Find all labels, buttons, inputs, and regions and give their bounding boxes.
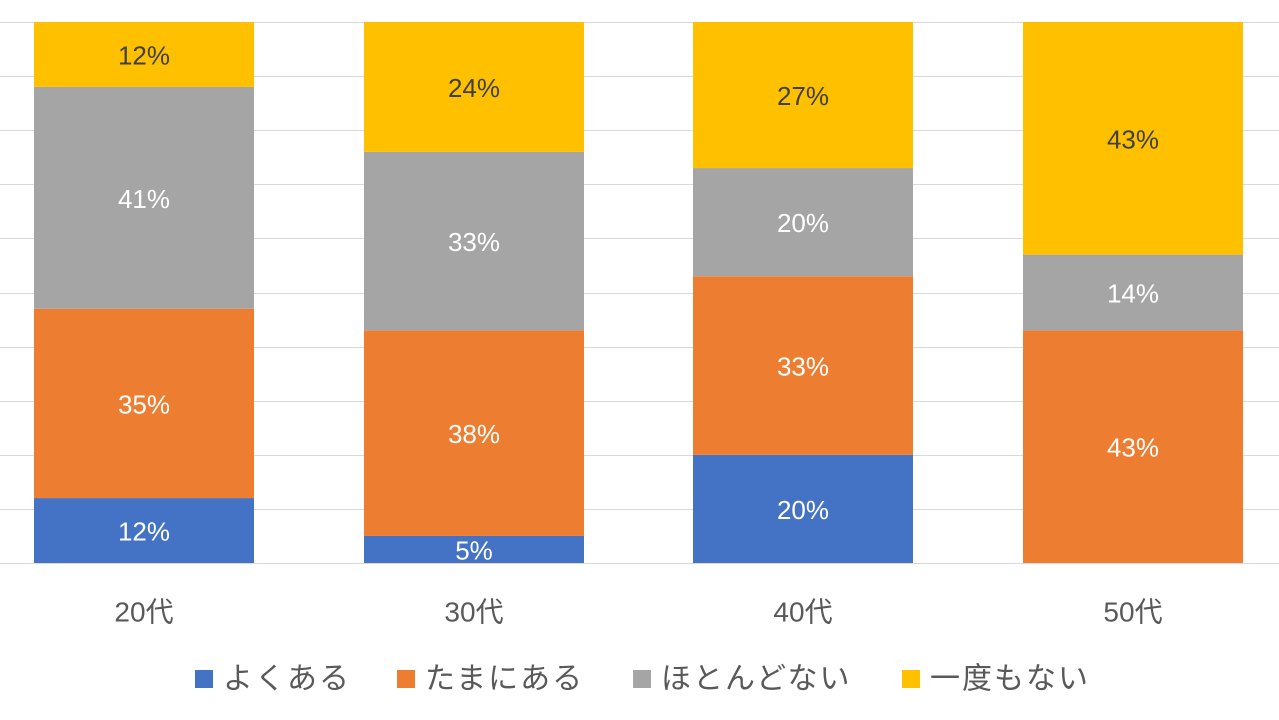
- data-label: 43%: [1107, 433, 1159, 463]
- data-label: 33%: [777, 352, 829, 382]
- bar-segment: [693, 454, 913, 563]
- x-tick-label: 20代: [114, 597, 173, 628]
- data-label: 5%: [455, 535, 493, 565]
- data-label: 12%: [118, 40, 170, 70]
- bars: [34, 22, 1243, 563]
- data-label: 20%: [777, 495, 829, 525]
- data-label: 20%: [777, 208, 829, 238]
- x-axis-tick-labels: 20代 30代 40代 50代: [114, 597, 1162, 628]
- legend-label: たまにある: [425, 663, 584, 696]
- x-tick-label: 40代: [773, 597, 832, 628]
- bar-segment: [34, 308, 254, 499]
- bar-segment: [364, 535, 584, 563]
- bar-segment: [34, 22, 254, 87]
- bar-segment: [693, 168, 913, 277]
- bar-segment: [364, 151, 584, 331]
- legend-swatch: [633, 670, 651, 688]
- bar-segment: [1023, 330, 1243, 563]
- bar-segment: [1023, 22, 1243, 255]
- data-label: 41%: [118, 184, 170, 214]
- data-label: 14%: [1107, 279, 1159, 309]
- legend-label: ほとんどない: [661, 663, 852, 696]
- data-label: 24%: [448, 73, 500, 103]
- bar-segment: [364, 22, 584, 152]
- data-label: 38%: [448, 419, 500, 449]
- legend-label: 一度もない: [930, 663, 1090, 696]
- x-tick-label: 30代: [444, 597, 503, 628]
- data-label: 35%: [118, 389, 170, 419]
- legend-label: よくある: [223, 663, 351, 696]
- legend-swatch: [397, 670, 415, 688]
- data-labels: 12% 35% 41% 12% 5% 38% 33% 24% 20% 33% 20% 27% 43% 14…: [118, 40, 1159, 565]
- bar-segment: [34, 498, 254, 563]
- bar-segment: [693, 22, 913, 169]
- legend-swatch: [195, 670, 213, 688]
- data-label: 33%: [448, 227, 500, 257]
- bar-segment: [364, 330, 584, 536]
- data-label: 12%: [118, 517, 170, 547]
- legend: よくある たまにある ほとんどない 一度もない: [195, 663, 1090, 696]
- data-label: 43%: [1107, 124, 1159, 154]
- bar-segment: [693, 276, 913, 455]
- x-tick-label: 50代: [1103, 597, 1162, 628]
- legend-swatch: [902, 670, 920, 688]
- bar-segment: [34, 86, 254, 309]
- data-label: 27%: [777, 81, 829, 111]
- bar-segment: [1023, 254, 1243, 331]
